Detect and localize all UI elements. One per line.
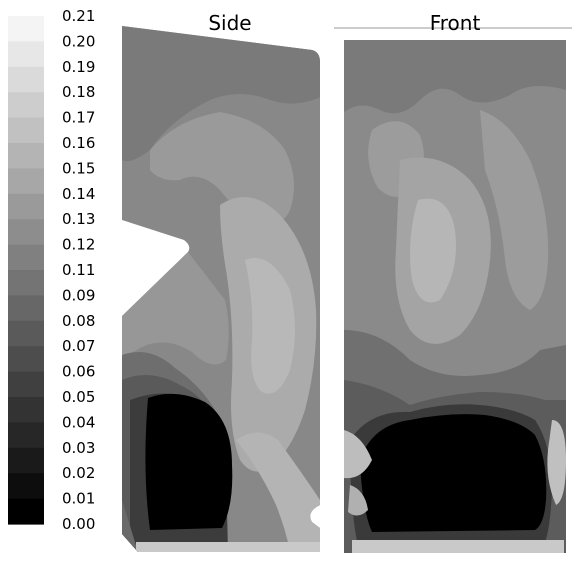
colorbar-swatch [8, 346, 44, 373]
colorbar-tick-label: 0.07 [62, 337, 95, 355]
colorbar-tick-label: 0.21 [62, 7, 95, 25]
colorbar-tick-label: 0.12 [62, 236, 95, 254]
colorbar-swatches [8, 16, 44, 525]
colorbar-swatch [8, 295, 44, 322]
colorbar-swatch [8, 447, 44, 474]
colorbar-tick-label: 0.20 [62, 32, 95, 50]
colorbar-tick-label: 0.05 [62, 388, 95, 406]
colorbar-tick-label: 0.08 [62, 312, 95, 330]
colorbar-swatch [8, 168, 44, 195]
front-panel-title: Front [430, 11, 481, 35]
side-panel-title: Side [208, 11, 251, 35]
colorbar-swatch [8, 41, 44, 68]
colorbar-swatch [8, 66, 44, 93]
colorbar-swatch [8, 244, 44, 271]
colorbar-tick-label: 0.13 [62, 210, 95, 228]
colorbar-tick-label: 0.09 [62, 286, 95, 304]
front-contour-plot [344, 40, 566, 553]
colorbar-swatch [8, 320, 44, 347]
colorbar-tick-label: 0.18 [62, 83, 95, 101]
side-panel: Side [122, 11, 320, 552]
colorbar-swatch [8, 498, 44, 525]
colorbar-swatch [8, 92, 44, 119]
colorbar-tick-label: 0.11 [62, 261, 95, 279]
colorbar-tick-label: 0.03 [62, 439, 95, 457]
colorbar-tick-label: 0.17 [62, 109, 95, 127]
colorbar-swatch [8, 270, 44, 296]
colorbar-tick-label: 0.00 [62, 515, 95, 533]
colorbar-swatch [8, 397, 44, 423]
colorbar-swatch [8, 371, 44, 398]
colorbar-tick-label: 0.15 [62, 159, 95, 177]
front-panel: Front [334, 11, 572, 553]
colorbar-tick-label: 0.02 [62, 464, 95, 482]
colorbar-swatch [8, 193, 44, 220]
colorbar-tick-label: 0.16 [62, 134, 95, 152]
colorbar-tick-label: 0.06 [62, 363, 95, 381]
colorbar-tick-label: 0.19 [62, 58, 95, 76]
colorbar-swatch [8, 143, 44, 169]
colorbar-swatch [8, 117, 44, 144]
colorbar-labels: 0.21 0.20 0.19 0.18 0.17 0.16 0.15 0.14 0.13 0.12… [62, 7, 95, 533]
colorbar: 0.21 0.20 0.19 0.18 0.17 0.16 0.15 0.14 0.13 0.12… [8, 7, 95, 533]
colorbar-swatch [8, 422, 44, 449]
side-contour-plot [122, 26, 320, 552]
colorbar-tick-label: 0.14 [62, 185, 95, 203]
colorbar-swatch [8, 16, 44, 42]
colorbar-tick-label: 0.01 [62, 490, 95, 508]
colorbar-swatch [8, 219, 44, 246]
colorbar-swatch [8, 473, 44, 500]
colorbar-tick-label: 0.04 [62, 413, 95, 431]
